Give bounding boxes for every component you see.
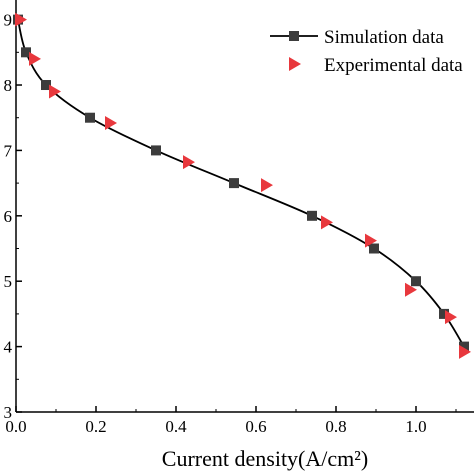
legend-marker-simulation — [289, 31, 299, 41]
point-experimental — [29, 51, 41, 66]
point-experimental — [365, 233, 377, 248]
point-simulation — [41, 80, 51, 91]
point-simulation — [369, 243, 379, 254]
point-experimental — [49, 84, 61, 99]
point-experimental — [15, 12, 27, 27]
legend-label-simulation: Simulation data — [324, 27, 444, 48]
point-simulation — [229, 178, 239, 189]
y-tick-label: 4 — [4, 338, 13, 357]
x-tick-label: 0.6 — [245, 417, 266, 436]
point-simulation — [411, 276, 421, 287]
x-tick-label: 0.2 — [85, 417, 106, 436]
y-tick-label: 8 — [4, 76, 13, 95]
point-experimental — [183, 155, 195, 170]
plot-frame — [15, 0, 474, 413]
point-simulation — [459, 341, 469, 352]
point-experimental — [445, 310, 457, 325]
legend-marker-experimental — [289, 57, 301, 71]
point-simulation — [151, 145, 161, 156]
point-experimental — [261, 178, 273, 193]
point-simulation — [85, 112, 95, 123]
x-tick-label: 0.0 — [5, 417, 26, 436]
y-tick-label: 7 — [4, 141, 13, 160]
x-tick-label: 0.8 — [325, 417, 346, 436]
y-tick-label: 5 — [4, 272, 13, 291]
legend: Simulation data Experimental data — [270, 27, 463, 76]
point-experimental — [321, 215, 333, 230]
y-axis-ticks: 3 4 5 6 7 8 9 — [4, 11, 22, 422]
point-experimental — [105, 115, 117, 130]
point-simulation — [21, 47, 31, 58]
point-experimental — [405, 282, 417, 297]
x-tick-label: 0.4 — [165, 417, 187, 436]
x-tick-label: 1.0 — [405, 417, 426, 436]
y-tick-label: 3 — [4, 403, 13, 422]
y-tick-label: 9 — [4, 11, 13, 30]
x-axis-ticks: 0.0 0.2 0.4 0.6 0.8 1.0 — [5, 406, 457, 436]
legend-label-experimental: Experimental data — [324, 55, 463, 76]
point-simulation — [307, 210, 317, 221]
point-simulation — [439, 308, 449, 319]
point-experimental — [459, 344, 471, 359]
series-layer — [13, 12, 471, 359]
x-axis-title: Current density(A/cm²) — [162, 446, 368, 471]
y-tick-label: 6 — [4, 207, 13, 226]
